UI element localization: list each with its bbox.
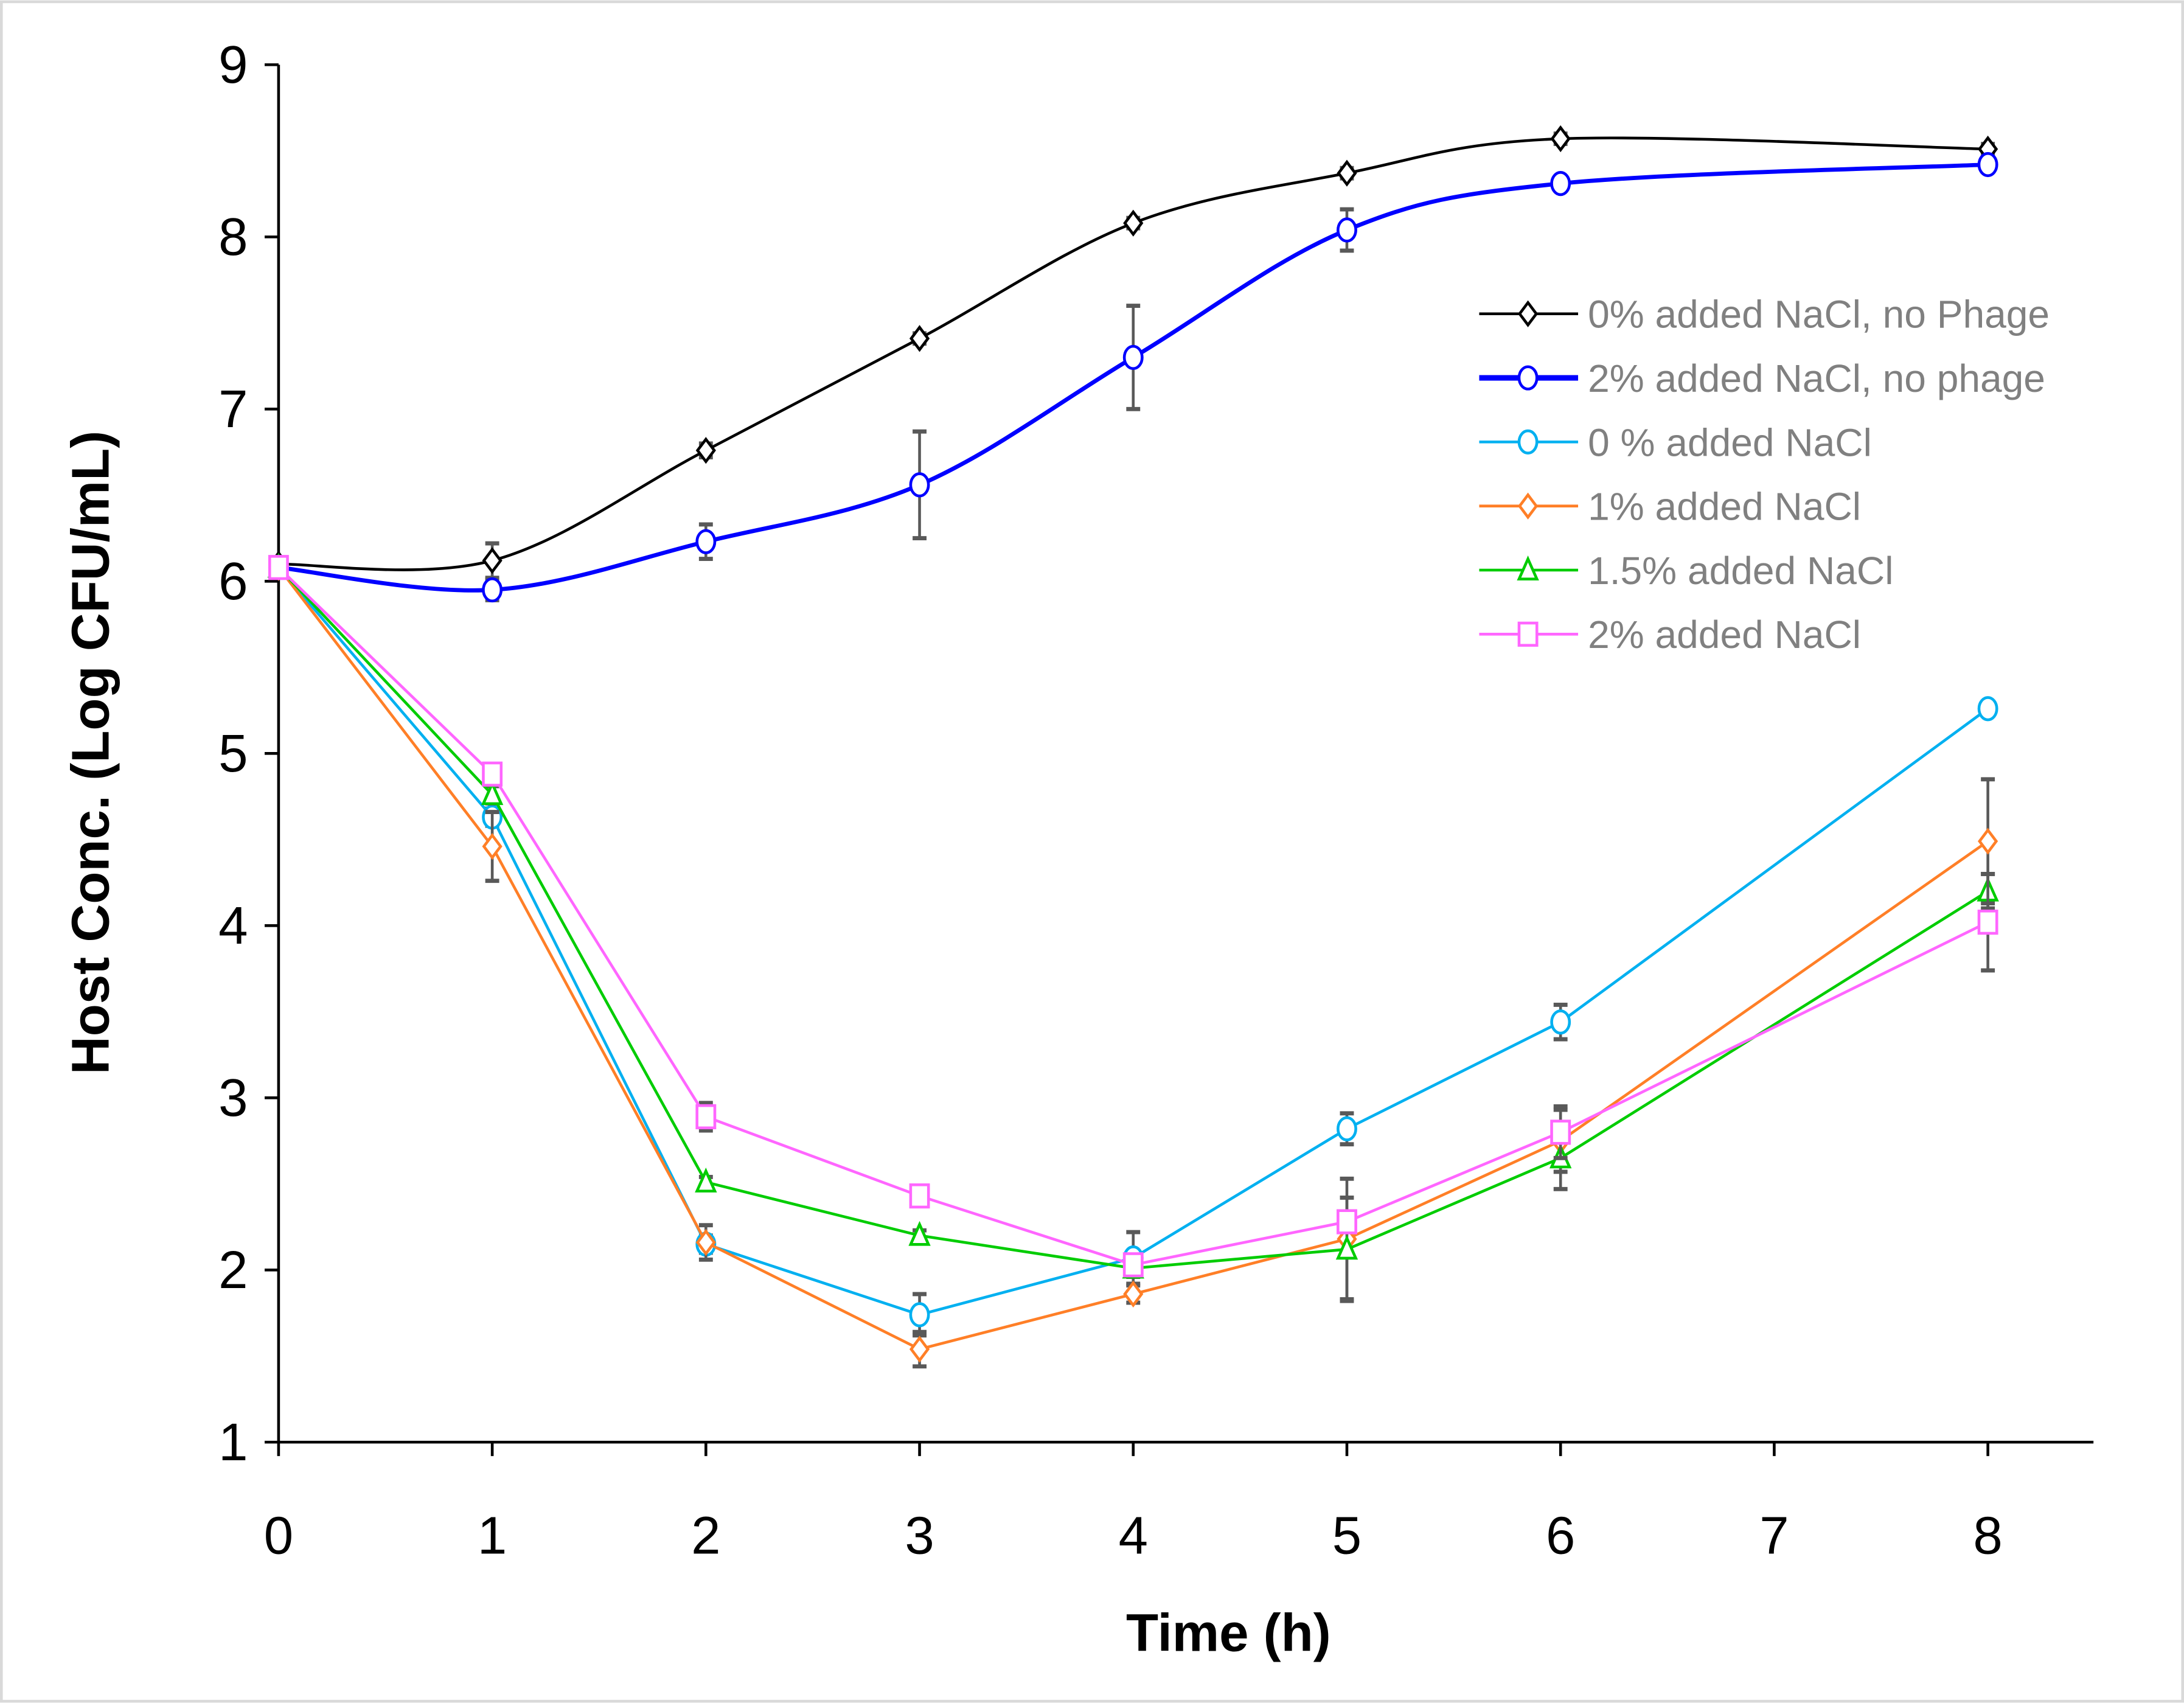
y-tick-label: 5: [218, 724, 248, 783]
series-line: [278, 162, 1988, 593]
data-point: [1335, 1235, 1358, 1260]
y-tick-label: 8: [218, 207, 248, 266]
data-point: [1977, 910, 1998, 935]
data-point: [1977, 151, 1998, 178]
x-axis-label: Time (h): [1126, 1604, 1331, 1663]
y-tick-label: 9: [218, 35, 248, 94]
x-tick-label: 1: [478, 1506, 507, 1565]
data-point: [909, 1183, 930, 1209]
legend: 0% added NaCl, no Phage 2% added NaCl, no…: [1479, 293, 2050, 656]
legend-marker: [1518, 492, 1539, 520]
legend-item: 2% added NaCl, no phage: [1479, 357, 2045, 400]
y-tick-label: 4: [218, 896, 248, 955]
data-point: [1122, 1252, 1144, 1278]
series-5: [268, 555, 1998, 1278]
series-line: [277, 566, 1989, 1270]
data-point: [909, 325, 930, 352]
legend-label: 1.5% added NaCl: [1588, 549, 1893, 593]
data-point: [695, 529, 717, 554]
legend-marker: [1517, 555, 1539, 580]
data-point: [695, 437, 716, 464]
series-line: [277, 566, 1989, 1351]
x-tick-label: 8: [1973, 1506, 2002, 1565]
data-point: [1550, 1120, 1571, 1145]
data-point: [695, 1104, 717, 1130]
legend-item: 0 % added NaCl: [1479, 420, 1872, 464]
legend-marker: [1518, 300, 1539, 327]
data-point: [1550, 171, 1571, 197]
x-tick-label: 2: [691, 1506, 720, 1565]
data-point: [1123, 209, 1144, 237]
legend-item: 1% added NaCl: [1479, 485, 1861, 529]
data-point: [909, 1302, 930, 1328]
data-point: [695, 1168, 717, 1193]
x-tick-label: 3: [905, 1506, 934, 1565]
data-point: [1337, 1116, 1357, 1141]
legend-marker: [1517, 621, 1539, 647]
y-tick-label: 3: [218, 1068, 248, 1127]
x-tick-label: 0: [264, 1506, 293, 1565]
legend-label: 0 % added NaCl: [1588, 420, 1872, 464]
series-line: [277, 566, 1989, 1267]
data-point: [1550, 1009, 1571, 1035]
data-point: [908, 1221, 931, 1246]
y-tick-label: 1: [218, 1413, 248, 1472]
data-point: [268, 555, 289, 580]
data-point: [1123, 1280, 1144, 1308]
x-tick-label: 5: [1332, 1506, 1362, 1565]
data-point: [482, 577, 503, 603]
x-tick-label: 4: [1119, 1506, 1148, 1565]
data-point: [909, 472, 930, 498]
data-point: [481, 780, 504, 806]
legend-label: 1% added NaCl: [1588, 485, 1861, 529]
legend-item: 1.5% added NaCl: [1479, 549, 1893, 593]
data-point: [1978, 827, 1998, 855]
data-point: [1550, 125, 1571, 153]
legend-marker: [1517, 365, 1539, 391]
y-tick-label: 2: [218, 1241, 248, 1300]
x-tick-label: 6: [1546, 1506, 1575, 1565]
data-point: [1337, 1209, 1357, 1235]
data-point: [1122, 344, 1144, 371]
data-point: [1977, 696, 1998, 722]
legend-item: 2% added NaCl: [1479, 613, 1861, 656]
data-point: [482, 832, 503, 860]
y-tick-label: 6: [218, 552, 248, 611]
x-tick-label: 7: [1759, 1506, 1789, 1565]
legend-marker: [1517, 429, 1539, 454]
series-line: [277, 566, 1989, 1317]
legend-label: 0% added NaCl, no Phage: [1588, 293, 2050, 336]
legend-item: 0% added NaCl, no Phage: [1479, 293, 2050, 336]
data-point: [695, 1228, 716, 1256]
y-tick-label: 7: [218, 380, 248, 439]
data-point: [1337, 159, 1357, 187]
data-point: [482, 761, 503, 787]
series-line: [278, 136, 1988, 571]
data-point: [482, 547, 503, 574]
data-point: [1337, 217, 1357, 243]
legend-label: 2% added NaCl: [1588, 613, 1861, 656]
legend-label: 2% added NaCl, no phage: [1588, 357, 2045, 400]
data-point: [909, 1336, 930, 1363]
y-axis-label: Host Conc. (Log CFU/mL): [61, 431, 120, 1074]
